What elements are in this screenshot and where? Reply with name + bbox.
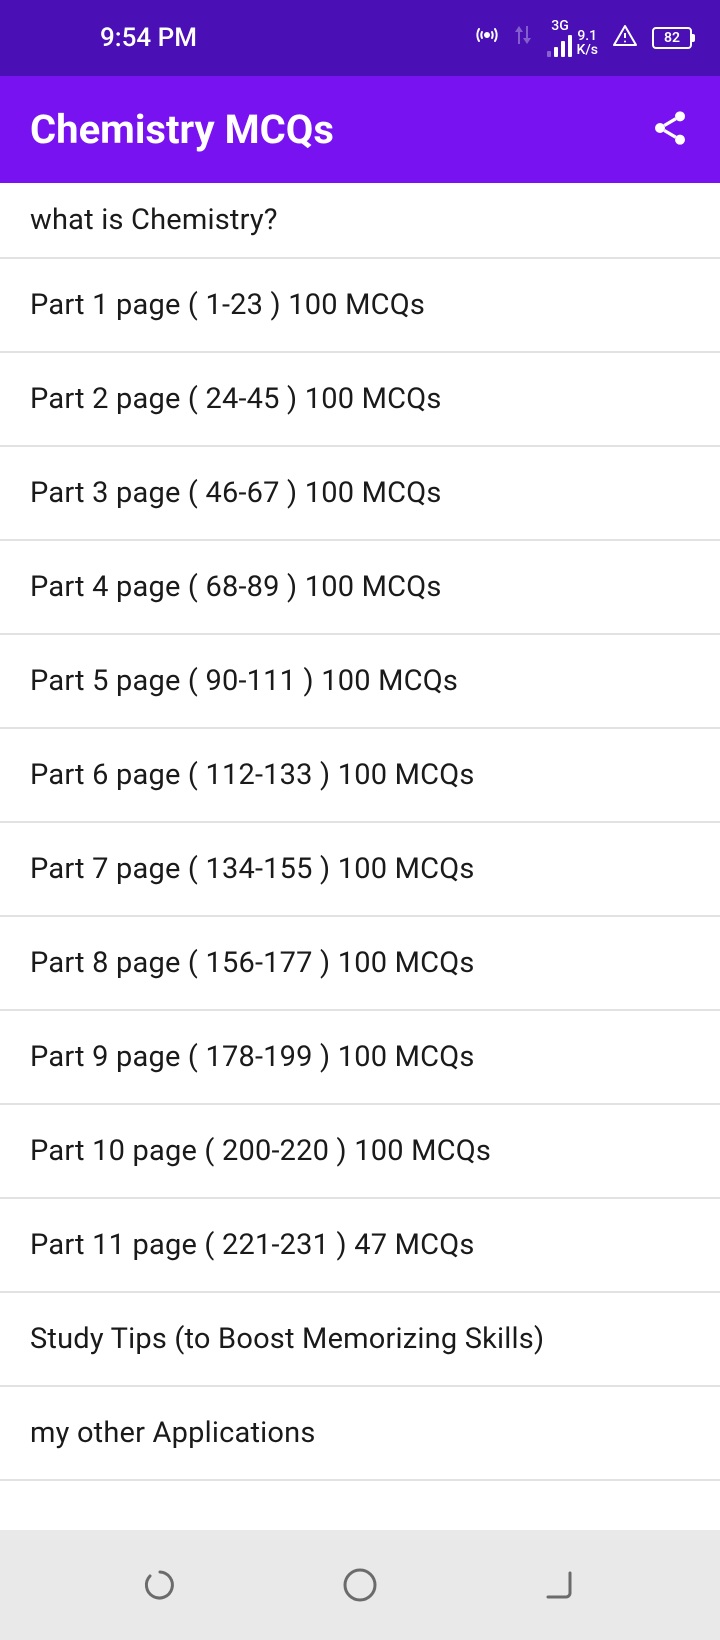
list-item-label: Part 7 page ( 134-155 ) 100 MCQs <box>30 852 475 886</box>
list-item[interactable]: what is Chemistry? <box>0 183 720 259</box>
list-item-label: Part 5 page ( 90-111 ) 100 MCQs <box>30 664 458 698</box>
list-item-label: Part 11 page ( 221-231 ) 47 MCQs <box>30 1228 475 1262</box>
back-icon <box>540 1567 580 1603</box>
list-item[interactable]: Part 11 page ( 221-231 ) 47 MCQs <box>0 1199 720 1293</box>
list-item-label: Part 10 page ( 200-220 ) 100 MCQs <box>30 1134 491 1168</box>
list-item[interactable]: Part 4 page ( 68-89 ) 100 MCQs <box>0 541 720 635</box>
warning-icon <box>612 23 638 54</box>
status-time: 9:54 PM <box>100 23 197 53</box>
list-item[interactable]: Part 10 page ( 200-220 ) 100 MCQs <box>0 1105 720 1199</box>
navigation-bar <box>0 1530 720 1640</box>
list-item-label: Part 1 page ( 1-23 ) 100 MCQs <box>30 288 425 322</box>
list-item-label: Study Tips (to Boost Memorizing Skills) <box>30 1322 544 1356</box>
list-item-label: Part 4 page ( 68-89 ) 100 MCQs <box>30 570 442 604</box>
recents-button[interactable] <box>140 1565 180 1605</box>
list-item[interactable]: Part 9 page ( 178-199 ) 100 MCQs <box>0 1011 720 1105</box>
share-icon <box>650 108 690 148</box>
list-item[interactable]: Study Tips (to Boost Memorizing Skills) <box>0 1293 720 1387</box>
signal-icon <box>547 33 572 57</box>
content-list: what is Chemistry? Part 1 page ( 1-23 ) … <box>0 183 720 1481</box>
signal-group: 3G 9.1 K/s <box>547 19 598 57</box>
app-bar: Chemistry MCQs <box>0 76 720 183</box>
list-item[interactable]: Part 8 page ( 156-177 ) 100 MCQs <box>0 917 720 1011</box>
status-bar: 9:54 PM 3G <box>0 0 720 76</box>
list-item[interactable]: Part 6 page ( 112-133 ) 100 MCQs <box>0 729 720 823</box>
battery-percent: 82 <box>664 30 680 46</box>
list-item[interactable]: Part 7 page ( 134-155 ) 100 MCQs <box>0 823 720 917</box>
list-item-label: Part 9 page ( 178-199 ) 100 MCQs <box>30 1040 475 1074</box>
battery-icon: 82 <box>652 27 692 49</box>
back-button[interactable] <box>540 1565 580 1605</box>
hotspot-icon <box>475 23 499 54</box>
recents-icon <box>142 1567 178 1603</box>
network-type-label: 3G <box>547 19 572 57</box>
list-item[interactable]: my other Applications <box>0 1387 720 1481</box>
home-button[interactable] <box>340 1565 380 1605</box>
list-item[interactable]: Part 3 page ( 46-67 ) 100 MCQs <box>0 447 720 541</box>
list-item[interactable]: Part 1 page ( 1-23 ) 100 MCQs <box>0 259 720 353</box>
list-item[interactable]: Part 5 page ( 90-111 ) 100 MCQs <box>0 635 720 729</box>
list-item-label: what is Chemistry? <box>30 203 278 237</box>
app-title: Chemistry MCQs <box>30 106 334 153</box>
list-item-label: Part 6 page ( 112-133 ) 100 MCQs <box>30 758 475 792</box>
share-button[interactable] <box>650 108 690 152</box>
data-arrows-icon <box>513 22 533 55</box>
home-icon <box>341 1566 379 1604</box>
list-item-label: my other Applications <box>30 1416 316 1450</box>
status-right: 3G 9.1 K/s 82 <box>475 19 692 57</box>
list-item-label: Part 8 page ( 156-177 ) 100 MCQs <box>30 946 475 980</box>
list-item-label: Part 2 page ( 24-45 ) 100 MCQs <box>30 382 442 416</box>
data-rate-label: 9.1 K/s <box>576 29 598 57</box>
list-item-label: Part 3 page ( 46-67 ) 100 MCQs <box>30 476 442 510</box>
list-item[interactable]: Part 2 page ( 24-45 ) 100 MCQs <box>0 353 720 447</box>
